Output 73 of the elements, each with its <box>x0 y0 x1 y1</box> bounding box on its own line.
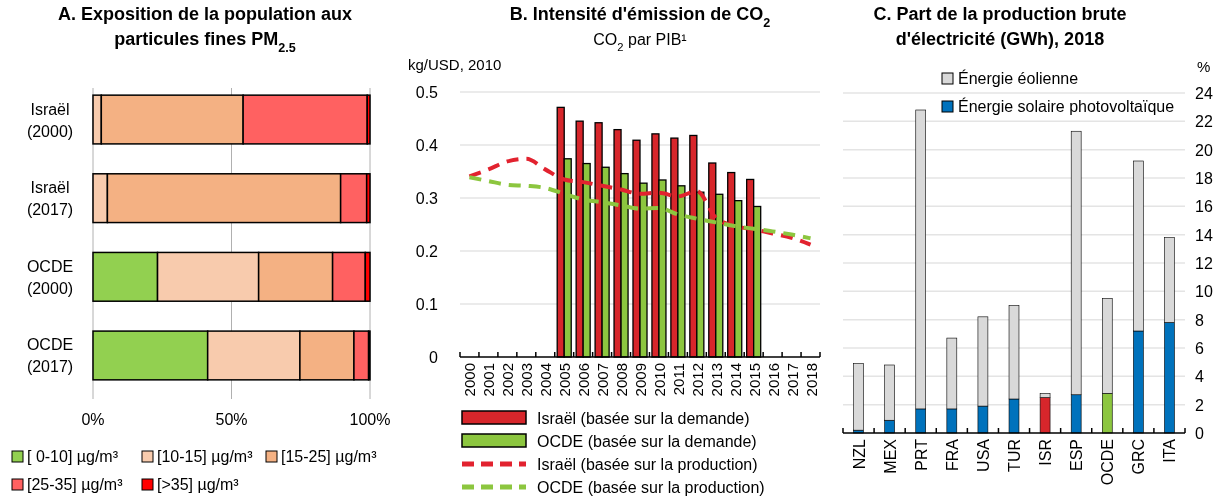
x-tick-label: 100% <box>349 411 391 428</box>
x-tick-label: 50% <box>215 411 248 428</box>
y-tick-label: 0.5 <box>415 84 439 101</box>
x-tick-label: TUR <box>1006 439 1023 472</box>
x-tick-label: OCDE <box>1099 439 1117 486</box>
y-tick-label: 0.3 <box>415 190 439 207</box>
y-tick-label: 0.1 <box>415 296 439 313</box>
y-tick-label: 0 <box>1195 425 1204 442</box>
x-tick-label: FRA <box>943 438 961 471</box>
x-tick-label: USA <box>974 438 992 472</box>
x-tick-label: 0% <box>81 411 105 428</box>
y-tick-label: 0.4 <box>415 137 439 154</box>
legend-label: [ 0-10] µg/m³ <box>27 448 119 465</box>
x-tick-label: 2001 <box>480 363 498 397</box>
x-tick-label: ITA <box>1161 438 1179 463</box>
x-tick-label: 2003 <box>518 363 536 397</box>
x-tick-label: 2016 <box>764 363 782 397</box>
legend-label: Énergie éolienne <box>958 69 1079 87</box>
y-tick-label: Israël (2017) <box>26 179 74 219</box>
x-tick-label: PRT <box>912 438 930 471</box>
x-tick-label: 2006 <box>575 363 593 397</box>
legend-label: [25-35] µg/m³ <box>27 476 124 493</box>
y-tick-label: 16 <box>1195 198 1213 216</box>
y-tick-label: 18 <box>1195 170 1213 187</box>
chart-title: C. Part de la production brute d'électricité (GWh), 2018 <box>873 4 1127 49</box>
x-tick-label: 2000 <box>461 363 479 397</box>
y-tick-label: 24 <box>1195 85 1213 102</box>
y-tick-label: 12 <box>1195 255 1213 272</box>
x-tick-label: 2017 <box>783 363 801 397</box>
chart-title: A. Exposition de la population aux particules fines PM$_{2.5}$ <box>57 4 353 55</box>
x-tick-label: 2010 <box>650 363 668 397</box>
y-tick-label: 0.2 <box>415 243 439 260</box>
y-tick-label: 10 <box>1195 283 1213 301</box>
legend-label: [10-15] µg/m³ <box>157 448 254 465</box>
x-tick-label: 2015 <box>745 363 763 397</box>
x-tick-label: 2011 <box>669 363 687 396</box>
x-tick-label: 2002 <box>499 363 517 397</box>
legend-label: [15-25] µg/m³ <box>281 448 378 465</box>
y-tick-label: 2 <box>1195 396 1204 414</box>
y-tick-label: 14 <box>1195 226 1213 244</box>
legend-label: Israël (basée sur la production) <box>537 456 758 473</box>
x-tick-label: ESP <box>1068 439 1086 472</box>
x-tick-label: ISR <box>1037 439 1055 466</box>
x-tick-label: 2013 <box>707 363 725 397</box>
x-tick-label: 2012 <box>688 363 706 397</box>
legend-label: [>35] µg/m³ <box>157 476 240 493</box>
y-tick-label: 22 <box>1195 113 1213 131</box>
x-tick-label: MEX <box>881 438 899 474</box>
y-tick-label: 6 <box>1195 340 1204 357</box>
y-tick-label: Israël (2000) <box>26 100 74 140</box>
chart-subtitle: CO$_{2}$ par PIB¹ <box>593 31 687 53</box>
y-axis-title: kg/USD, 2010 <box>408 56 502 73</box>
x-tick-label: 2014 <box>726 363 744 397</box>
x-tick-label: 2004 <box>537 363 555 397</box>
x-tick-label: 2007 <box>594 363 612 397</box>
x-tick-label: 2008 <box>613 363 631 397</box>
chart-title: B. Intensité d'émission de CO$_{2}$ <box>509 4 771 30</box>
y-tick-label: 4 <box>1195 368 1204 386</box>
x-tick-label: NZL <box>850 438 868 470</box>
y-tick-label: 8 <box>1195 311 1204 329</box>
x-tick-label: 2005 <box>556 363 574 397</box>
y-tick-label: OCDE (2000) <box>26 257 74 297</box>
y-tick-label: 20 <box>1195 141 1213 159</box>
legend-label: Énergie solaire photovoltaïque <box>958 97 1175 115</box>
x-tick-label: 2018 <box>802 363 820 397</box>
y-axis-title: % <box>1197 58 1211 75</box>
y-tick-label: 0 <box>429 349 439 366</box>
legend-label: OCDE (basée sur la demande) <box>537 433 757 450</box>
y-tick-label: OCDE (2017) <box>26 336 74 376</box>
x-tick-label: 2009 <box>632 363 649 397</box>
legend-label: OCDE (basée sur la production) <box>537 479 765 496</box>
legend-label: Israël (basée sur la demande) <box>537 410 750 427</box>
x-tick-label: GRC <box>1130 439 1148 475</box>
